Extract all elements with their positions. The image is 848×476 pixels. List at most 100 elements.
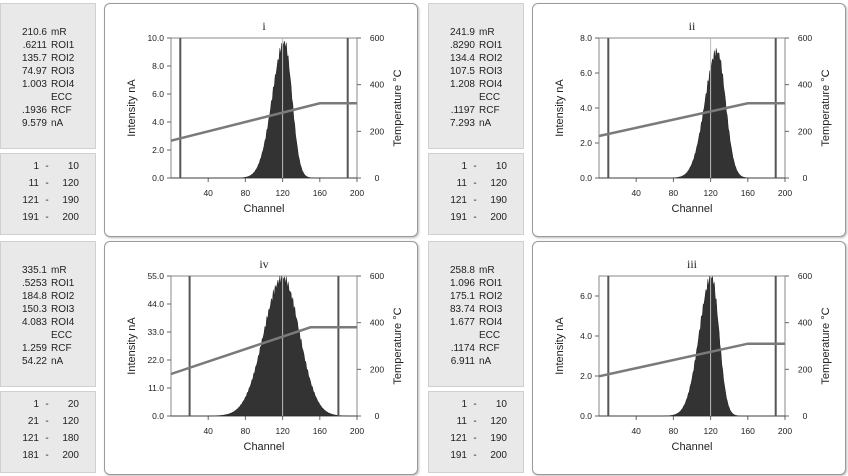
- readout-unit: ROI3: [479, 304, 503, 315]
- channel-range-row: 121- 180: [1, 432, 95, 446]
- y-tick-label: 4.0: [580, 331, 592, 341]
- x-tick-label: 80: [669, 188, 679, 198]
- x-tick-label: 120: [276, 188, 290, 198]
- y-tick-label: 4.0: [580, 103, 592, 113]
- readout-value: .1174: [450, 343, 475, 354]
- chart-frame: i 0.0 2.0 4.0 6.0 8.0 10.0 0 200 400 600 40 80 120 160…: [104, 3, 418, 237]
- range-dash: -: [45, 399, 49, 410]
- readout-unit: ROI4: [479, 79, 503, 90]
- y2-tick-label: 600: [798, 33, 812, 43]
- readout-row: 175.1 ROI2: [429, 291, 523, 302]
- glow-curve-area: [599, 275, 785, 417]
- temperature-profile-line: [170, 326, 357, 376]
- channel-to: 10: [495, 161, 507, 172]
- channel-from: 181: [22, 450, 39, 461]
- readout-unit: mR: [51, 27, 67, 38]
- readout-unit: ROI2: [479, 291, 503, 302]
- readout-row: 258.8 mR: [429, 265, 523, 276]
- y-tick-label: 8.0: [152, 61, 164, 71]
- readout-value: 4.083: [21, 317, 47, 328]
- readout-row: ECC: [1, 330, 95, 341]
- channel-to: 200: [62, 212, 79, 223]
- channel-from: 191: [22, 212, 39, 223]
- readout-unit: ROI2: [51, 53, 75, 64]
- channel-to: 200: [62, 450, 79, 461]
- range-dash: -: [45, 212, 49, 223]
- channel-range-row: 121- 190: [429, 432, 523, 446]
- readout-unit: mR: [479, 27, 495, 38]
- y-tick-label: 0.0: [152, 411, 164, 421]
- y2-tick-label: 400: [798, 318, 812, 328]
- channel-from: 11: [28, 178, 39, 189]
- readout-value: 335.1: [21, 265, 47, 276]
- readout-value: 54.22: [21, 356, 47, 367]
- channel-to: 120: [490, 416, 507, 427]
- y-tick-label: 2.0: [580, 138, 592, 148]
- range-dash: -: [473, 433, 477, 444]
- y-tick-label: 33.0: [147, 327, 164, 337]
- readout-unit: ECC: [479, 330, 501, 341]
- y2-axis-label: Temperature °C: [392, 69, 404, 146]
- x-tick-label: 160: [313, 426, 327, 436]
- readout-row: 107.5 ROI3: [429, 66, 523, 77]
- channel-from: 191: [450, 212, 467, 223]
- range-dash: -: [473, 450, 477, 461]
- readout-row: 1.259 RCF: [1, 343, 95, 354]
- readout-unit: ROI1: [51, 278, 75, 289]
- channel-from: 1: [461, 399, 467, 410]
- chart-frame: iii 0.0 2.0 4.0 6.0 0 200 400 600 40 80 120 160 200 Ch…: [532, 241, 846, 475]
- readout-panel: 335.1 mR .5253 ROI1 184.8 ROI2 150.3 ROI3 4.083 R…: [0, 241, 96, 387]
- y2-tick-label: 600: [370, 33, 384, 43]
- readout-value: 1.208: [449, 79, 475, 90]
- readout-value: 175.1: [449, 291, 475, 302]
- channel-from: 191: [450, 450, 467, 461]
- readout-unit: ROI4: [51, 317, 75, 328]
- y-tick-label: 6.0: [580, 68, 592, 78]
- range-dash: -: [473, 161, 477, 172]
- glow-curve-chart: iv 0.0 11.0 22.0 33.0 44.0 55.0 0 200 400 600 40 80 1…: [126, 257, 404, 453]
- y-tick-label: 55.0: [147, 271, 164, 281]
- y-tick-label: 2.0: [152, 145, 164, 155]
- x-tick-label: 80: [241, 426, 251, 436]
- readout-value: 107.5: [449, 66, 475, 77]
- readout-row: .1197 RCF: [429, 105, 523, 116]
- readout-row: 9.579 nA: [1, 118, 95, 129]
- readout-value: 7.293: [449, 118, 475, 129]
- y2-tick-label: 200: [370, 364, 384, 374]
- readout-row: 7.293 nA: [429, 118, 523, 129]
- readout-value: .1936: [21, 105, 47, 116]
- readout-row: 210.6 mR: [1, 27, 95, 38]
- y-tick-label: 0.0: [580, 411, 592, 421]
- range-dash: -: [473, 178, 477, 189]
- channel-from: 121: [450, 195, 467, 206]
- readout-unit: ROI1: [51, 40, 75, 51]
- readout-row: ECC: [1, 92, 95, 103]
- y2-axis-label: Temperature °C: [820, 69, 832, 146]
- readout-row: .1936 RCF: [1, 105, 95, 116]
- readout-row: 134.4 ROI2: [429, 53, 523, 64]
- readout-unit: nA: [51, 356, 64, 367]
- readout-row: 135.7 ROI2: [1, 53, 95, 64]
- chart-frame: ii 0.0 2.0 4.0 6.0 8.0 0 200 400 600 40 80 120 160 200…: [532, 3, 846, 237]
- readout-unit: nA: [51, 118, 64, 129]
- channel-ranges: 1-20 21-120 121-180 181-200: [0, 391, 96, 473]
- glow-curve-chart: i 0.0 2.0 4.0 6.0 8.0 10.0 0 200 400 600 40 80 120 160…: [126, 19, 404, 215]
- x-tick-label: 160: [313, 188, 327, 198]
- channel-from: 1: [33, 161, 39, 172]
- y2-tick-label: 0: [803, 411, 808, 421]
- x-tick-label: 40: [631, 426, 641, 436]
- readout-row: 184.8 ROI2: [1, 291, 95, 302]
- readout-row: 335.1 mR: [1, 265, 95, 276]
- readout-unit: ROI1: [479, 40, 503, 51]
- channel-from: 21: [27, 416, 39, 427]
- panel-i: 210.6 mR .6211 ROI1 135.7 ROI2 74.97 ROI3 1.003 R…: [0, 3, 420, 237]
- x-tick-label: 120: [704, 426, 718, 436]
- readout-row: 4.083 ROI4: [1, 317, 95, 328]
- y2-axis-label: Temperature °C: [820, 307, 832, 384]
- channel-ranges: 1-10 11-120 121-190 191-200: [0, 153, 96, 235]
- channel-from: 11: [456, 416, 467, 427]
- y-tick-label: 6.0: [152, 89, 164, 99]
- channel-to: 20: [67, 399, 79, 410]
- readout-unit: ECC: [51, 330, 73, 341]
- channel-range-row: 191- 200: [1, 211, 95, 225]
